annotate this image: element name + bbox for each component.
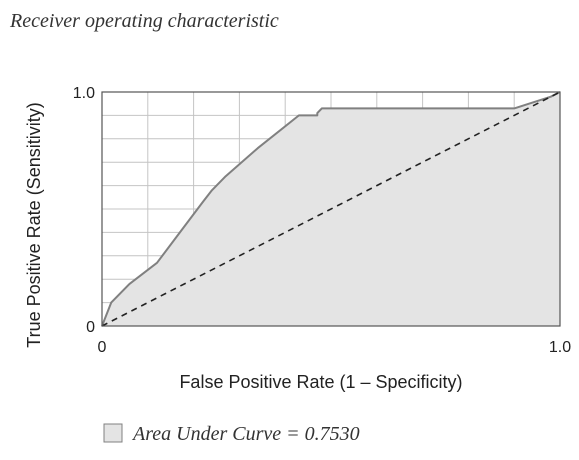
- reference-diagonal-line: [101, 91, 561, 327]
- legend-label: Area Under Curve = 0.7530: [131, 423, 360, 445]
- y-axis-title: True Positive Rate (Sensitivity): [24, 102, 44, 347]
- y-tick-label: 0: [86, 319, 95, 336]
- plot-frame: [101, 91, 561, 327]
- legend: Area Under Curve = 0.7530: [103, 423, 360, 445]
- legend-swatch: [103, 423, 123, 443]
- chart-title: Receiver operating characteristic: [9, 10, 279, 32]
- plot-area: [101, 91, 561, 327]
- x-tick-label: 1.0: [549, 339, 571, 356]
- y-tick-label: 1.0: [73, 85, 95, 102]
- x-axis-title: False Positive Rate (1 – Specificity): [179, 372, 462, 392]
- x-tick-label: 0: [98, 339, 107, 356]
- roc-curve-line: [101, 91, 561, 327]
